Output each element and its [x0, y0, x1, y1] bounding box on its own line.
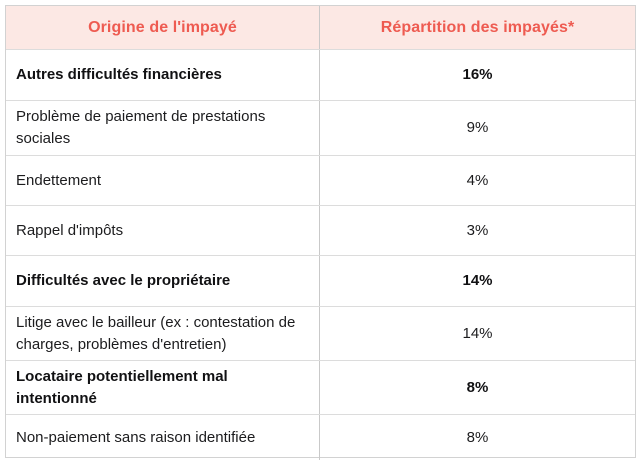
- table-row: Litige avec le bailleur (ex : contestati…: [6, 307, 635, 361]
- share-cell: 4%: [320, 156, 635, 205]
- share-value: 16%: [462, 66, 493, 84]
- share-cell: 16%: [320, 50, 635, 100]
- header-row: Origine de l'impayé Répartition des impa…: [6, 6, 635, 50]
- origin-label: Difficultés avec le propriétaire: [16, 272, 231, 290]
- table-row: Difficultés avec le propriétaire 14%: [6, 256, 635, 307]
- origin-label: Locataire potentiellement mal intentionn…: [16, 367, 228, 407]
- origin-cell: Locataire potentiellement mal intentionn…: [6, 361, 320, 414]
- origin-cell: Autres difficultés financières: [6, 50, 320, 100]
- table-row: Rappel d'impôts 3%: [6, 206, 635, 256]
- header-origin-label: Origine de l'impayé: [88, 18, 237, 36]
- share-cell: 3%: [320, 206, 635, 255]
- header-cell-origin: Origine de l'impayé: [6, 6, 320, 49]
- table-row: Non-paiement sans raison identifiée 8%: [6, 415, 635, 460]
- origin-label: Litige avec le bailleur (ex : contestati…: [16, 313, 296, 353]
- origin-cell: Problème de paiement de prestations soci…: [6, 101, 320, 155]
- header-cell-share: Répartition des impayés*: [320, 6, 635, 49]
- origin-cell: Non-paiement sans raison identifiée: [6, 415, 320, 460]
- unpaid-rent-table: Origine de l'impayé Répartition des impa…: [5, 5, 636, 460]
- header-share-label: Répartition des impayés*: [380, 18, 575, 36]
- share-cell: 14%: [320, 307, 635, 360]
- share-cell: 8%: [320, 415, 635, 460]
- origin-label: Endettement: [16, 171, 102, 189]
- share-value: 8%: [466, 428, 489, 446]
- share-cell: 8%: [320, 361, 635, 414]
- share-value: 3%: [466, 221, 489, 239]
- origin-cell: Rappel d'impôts: [6, 206, 320, 255]
- share-cell: 9%: [320, 101, 635, 155]
- share-value: 4%: [466, 171, 489, 189]
- origin-label: Problème de paiement de prestations soci…: [16, 108, 266, 147]
- table-row: Problème de paiement de prestations soci…: [6, 101, 635, 156]
- share-cell: 14%: [320, 256, 635, 306]
- share-value: 8%: [466, 378, 489, 396]
- table-row: Locataire potentiellement mal intentionn…: [6, 361, 635, 415]
- origin-label: Autres difficultés financières: [16, 66, 222, 84]
- share-value: 9%: [466, 119, 489, 137]
- origin-cell: Litige avec le bailleur (ex : contestati…: [6, 307, 320, 360]
- origin-cell: Difficultés avec le propriétaire: [6, 256, 320, 306]
- share-value: 14%: [462, 272, 493, 290]
- origin-label: Rappel d'impôts: [16, 221, 124, 239]
- origin-label: Non-paiement sans raison identifiée: [16, 428, 256, 446]
- table-row: Endettement 4%: [6, 156, 635, 206]
- share-value: 14%: [462, 324, 493, 342]
- table-row: Autres difficultés financières 16%: [6, 50, 635, 101]
- origin-cell: Endettement: [6, 156, 320, 205]
